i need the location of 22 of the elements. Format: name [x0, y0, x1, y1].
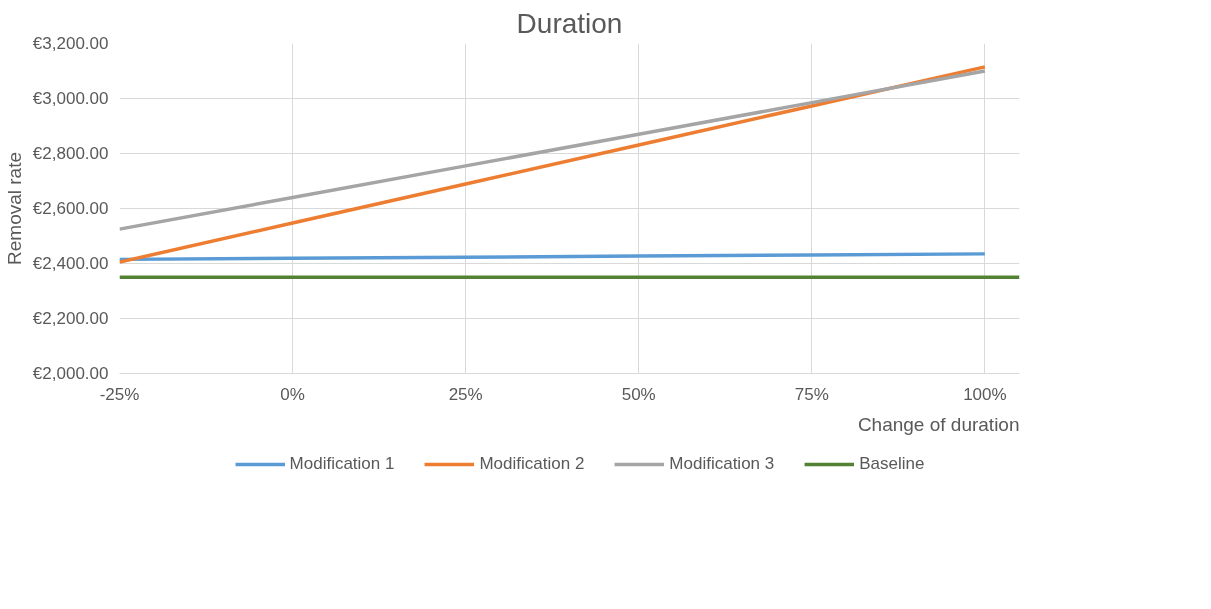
x-axis-title: Change of duration — [857, 413, 1020, 435]
line-series — [119, 65, 987, 264]
legend-label: Baseline — [859, 454, 925, 474]
legend-label: Modification 3 — [669, 454, 775, 474]
y-axis-title: Removal rate — [3, 151, 25, 265]
y-tick-label: €2,800.00 — [32, 144, 109, 163]
x-tick-label: 50% — [621, 384, 656, 404]
x-tick-label: 75% — [794, 384, 829, 404]
x-tick-label: 100% — [963, 384, 1007, 404]
y-tick-label: €3,000.00 — [32, 89, 109, 108]
legend-label: Modification 1 — [289, 454, 395, 474]
chart-title: Duration — [516, 7, 623, 39]
x-tick-label: 0% — [280, 384, 305, 404]
x-tick-label: 25% — [448, 384, 483, 404]
y-tick-label: €2,200.00 — [32, 309, 109, 328]
line-series — [119, 69, 987, 231]
y-tick-label: €3,200.00 — [32, 34, 109, 53]
y-tick-label: €2,600.00 — [32, 199, 109, 218]
y-tick-label: €2,400.00 — [32, 254, 109, 273]
legend-label: Modification 2 — [479, 454, 585, 474]
x-tick-label: -25% — [99, 384, 140, 404]
y-tick-label: €2,000.00 — [32, 364, 109, 383]
